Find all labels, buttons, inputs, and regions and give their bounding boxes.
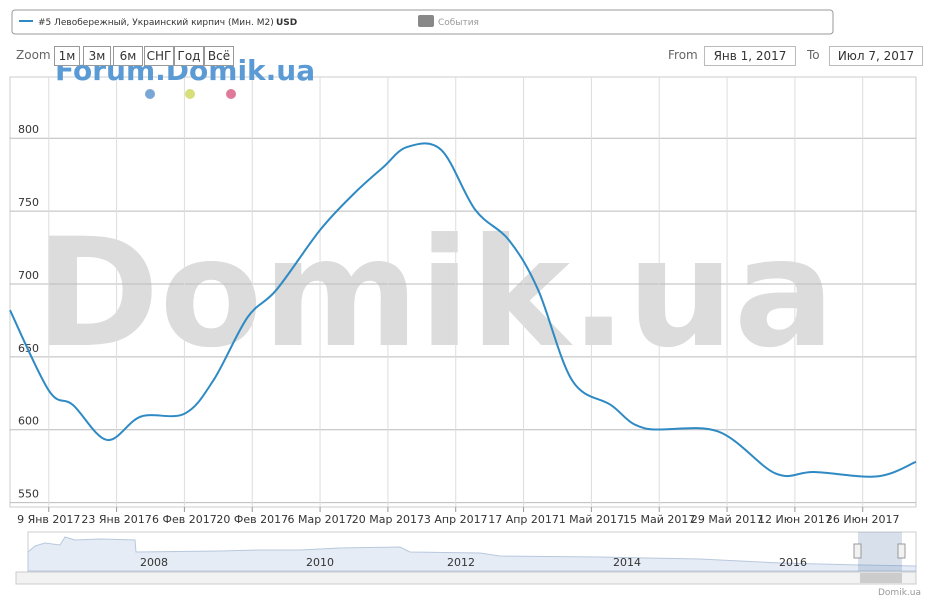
navigator-mask (858, 532, 902, 571)
x-tick-label: 26 Июн 2017 (826, 513, 900, 526)
to-label: To (807, 48, 820, 62)
scrollbar-thumb[interactable] (860, 573, 902, 583)
y-tick-label: 750 (18, 196, 39, 209)
legend-events-symbol (418, 15, 434, 27)
y-tick-label: 800 (18, 123, 39, 136)
zoom-button[interactable]: СНГ (144, 46, 174, 66)
plot-area (9, 76, 917, 508)
legend-events[interactable]: События (438, 18, 479, 28)
x-tick-label: 1 Май 2017 (559, 513, 624, 526)
navigator-label: 2008 (140, 556, 168, 569)
x-tick-label: 29 Май 2017 (691, 513, 763, 526)
to-input[interactable]: Июл 7, 2017 (829, 46, 923, 66)
y-tick-label: 550 (18, 488, 39, 501)
credits[interactable]: Domik.ua (878, 588, 921, 598)
y-tick-label: 700 (18, 269, 39, 282)
navigator-label: 2010 (306, 556, 334, 569)
from-label: From (668, 48, 698, 62)
navigator-handle[interactable] (853, 543, 862, 559)
navigator-label: 2012 (447, 556, 475, 569)
zoom-button[interactable]: 3м (83, 46, 111, 66)
x-tick-label: 17 Апр 2017 (488, 513, 559, 526)
zoom-button[interactable]: 1м (54, 46, 80, 66)
zoom-button[interactable]: Всё (204, 46, 234, 66)
dot (185, 89, 195, 99)
from-input[interactable]: Янв 1, 2017 (704, 46, 796, 66)
x-tick-label: 20 Фев 2017 (216, 513, 288, 526)
y-tick-label: 600 (18, 415, 39, 428)
watermark: Domik.ua (35, 207, 835, 381)
x-tick-label: 15 Май 2017 (623, 513, 695, 526)
navigator-label: 2014 (613, 556, 641, 569)
navigator-series (27, 536, 917, 572)
scrollbar[interactable] (15, 571, 917, 585)
navigator-handle[interactable] (897, 543, 906, 559)
x-tick-label: 3 Апр 2017 (424, 513, 488, 526)
zoom-label: Zoom (16, 48, 51, 62)
line-series (9, 142, 917, 478)
dot (145, 89, 155, 99)
legend-series[interactable]: #5 Левобережный, Украинский кирпич (Мин.… (38, 18, 274, 28)
navigator-label: 2016 (779, 556, 807, 569)
x-tick-label: 12 Июн 2017 (758, 513, 832, 526)
legend-unit: USD (276, 18, 297, 28)
x-tick-label: 6 Мар 2017 (287, 513, 352, 526)
x-tick-label: 9 Янв 2017 (17, 513, 80, 526)
zoom-button[interactable]: 6м (113, 46, 143, 66)
x-tick-label: 23 Янв 2017 (81, 513, 151, 526)
x-tick-label: 20 Мар 2017 (352, 513, 424, 526)
zoom-button[interactable]: Год (174, 46, 204, 66)
dot (226, 89, 236, 99)
x-tick-label: 6 Фев 2017 (152, 513, 217, 526)
